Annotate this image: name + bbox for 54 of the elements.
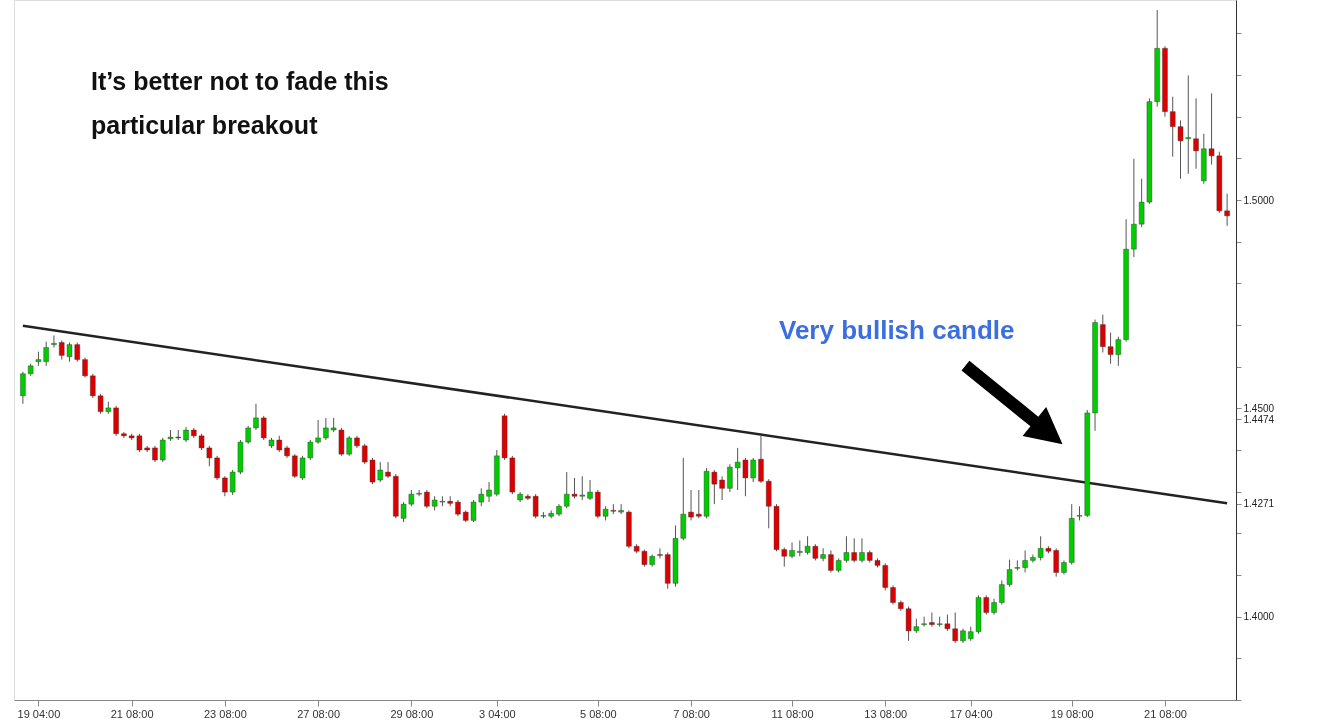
x-tick-label: 23 08:00 [203,707,247,720]
candlestick [688,489,694,521]
candlestick [859,537,865,563]
candlestick [486,481,492,503]
y-tick-label: 1.5000 [1243,194,1275,206]
x-tick-label: 29 08:00 [390,707,434,720]
y-tick-label: 1.4474 [1243,413,1275,425]
x-tick-label: 11 08:00 [771,707,814,720]
candlestick [890,584,896,606]
x-tick-label: 21 08:00 [110,707,154,720]
x-tick-label: 19 08:00 [1050,707,1094,720]
candlestick [828,549,834,573]
candlestick [1030,554,1036,563]
candlestick [587,479,593,501]
x-tick-label: 19 04:00 [17,707,61,720]
x-tick-label: 17 04:00 [949,707,993,720]
x-tick-label: 5 08:00 [579,707,617,720]
candlestick [789,542,795,559]
x-tick-label: 3 04:00 [478,707,516,720]
candlestick [323,417,329,441]
candlestick [51,334,57,348]
candlestick [385,461,391,479]
candlestick [315,419,321,445]
candlestick [222,475,228,497]
candlestick [618,503,624,515]
candlestick [1022,549,1028,573]
y-tick-label: 1.4271 [1243,498,1275,510]
candlestick [253,403,259,431]
annotation: Very bullish candle [779,315,1015,345]
candlestick [121,431,127,439]
candlestick [820,547,826,562]
x-tick-label: 21 08:00 [1144,707,1187,720]
candlestick [727,463,733,493]
x-tick-label: 7 08:00 [673,707,710,720]
candlestick [20,371,26,405]
x-tick-label: 13 08:00 [864,707,908,720]
candlestick [758,434,764,484]
candlestick [525,493,531,501]
x-tick-label: 27 08:00 [297,707,341,720]
candlestick [261,415,267,441]
candlestick [82,357,88,378]
candlestick [657,547,663,559]
candlestick [424,489,430,509]
y-tick-label: 1.4500 [1243,402,1275,414]
candlestick [1224,193,1230,227]
y-tick-label: 1.4000 [1243,611,1275,623]
candlestick [929,612,935,628]
candlestick [416,489,422,497]
candlestick [1193,97,1199,170]
candlestick [214,455,220,481]
candlestick [921,616,927,628]
candlestick [160,437,166,463]
annotation: It’s better not to fade this particular breakout [91,67,389,139]
candlestick [719,475,725,501]
